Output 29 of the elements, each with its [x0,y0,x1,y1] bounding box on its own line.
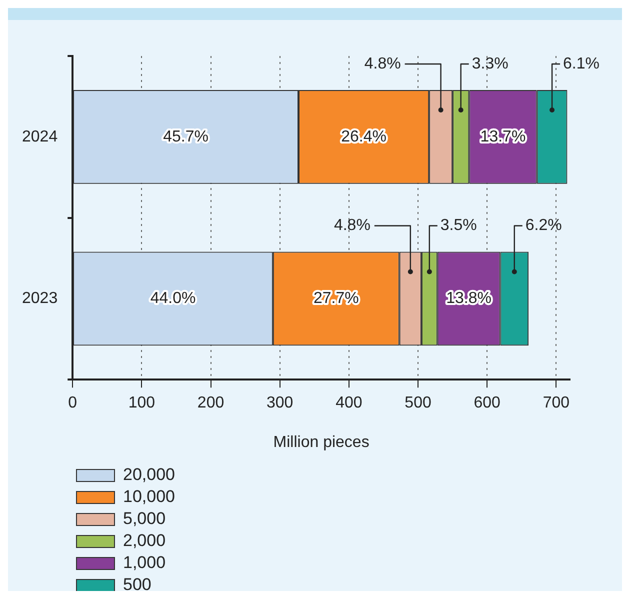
annotation: 3.3% [472,55,508,72]
x-tick-label: 400 [336,394,362,412]
x-tick-label: 700 [542,394,570,412]
annotation: 44.0% [150,290,196,308]
legend-label: 2,000 [123,531,166,551]
annotation: 4.8% [334,217,370,234]
x-axis-title: Million pieces [273,434,370,451]
annotation: 6.2% [525,217,562,234]
x-tick-label: 500 [404,394,432,412]
legend-label: 500 [123,575,152,593]
annotation: 27.7% [313,290,359,308]
annotation: 45.7% [163,128,208,146]
x-tick-label: 600 [474,394,501,412]
legend-label: 10,000 [123,487,175,507]
x-tick-label: 0 [68,394,78,412]
y-tick-label: 2024 [22,128,58,146]
annotation: 13.8% [446,290,492,308]
annotation: 26.4% [341,128,386,146]
x-tick-label: 100 [128,394,156,412]
x-tick-label: 300 [266,394,294,412]
legend-label: 1,000 [123,553,166,573]
annotation: 4.8% [364,55,401,72]
y-tick-label: 2023 [22,290,58,308]
x-tick-label: 200 [197,394,224,412]
annotation: 3.5% [440,217,477,234]
legend-label: 20,000 [123,465,175,485]
legend-label: 5,000 [123,509,166,529]
annotation: 13.7% [480,128,526,146]
annotation: 6.1% [563,55,600,72]
